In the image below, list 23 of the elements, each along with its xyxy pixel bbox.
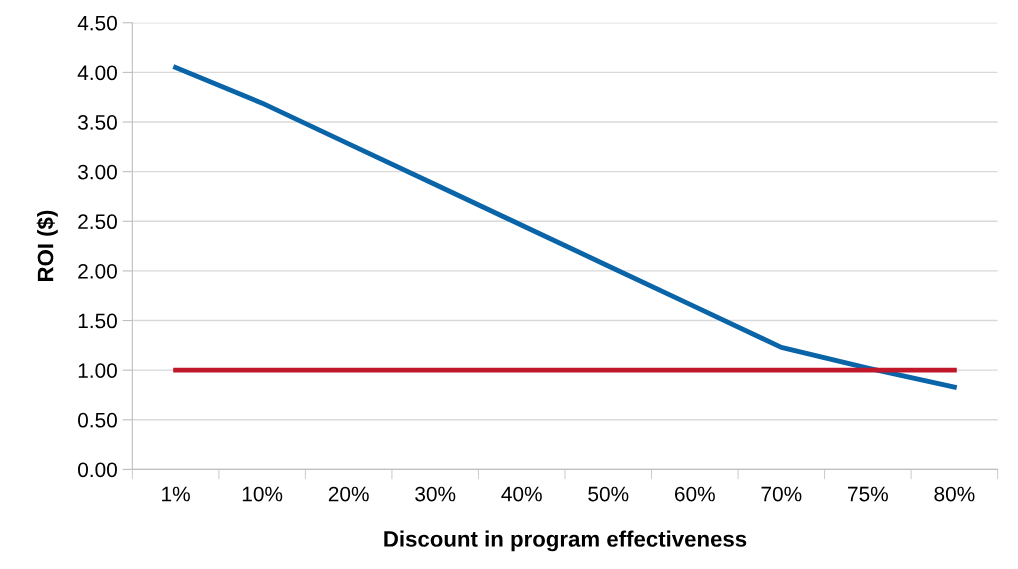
y-tick-label: 0.50 (78, 412, 117, 428)
y-tick-label: 4.00 (77, 65, 117, 81)
y-axis-title: ROI ($) (36, 210, 58, 282)
line-series (173, 65, 957, 390)
x-axis-title: Discount in program effectiveness (384, 530, 747, 552)
x-tick-label: 10% (242, 486, 283, 502)
y-tick-label: 1.50 (78, 313, 117, 329)
y-tick-label: 2.00 (78, 263, 117, 279)
x-tick-label: 1% (162, 486, 190, 502)
x-tick-label: 70% (761, 486, 802, 502)
x-tick-label: 30% (415, 486, 456, 502)
x-tick-label: 80% (934, 486, 975, 502)
y-tick-label: 2.50 (78, 214, 117, 230)
x-tick-label: 50% (588, 486, 629, 502)
x-tick-label: 40% (501, 486, 542, 502)
y-tick-label: 3.00 (78, 164, 117, 180)
y-tick-label: 4.50 (77, 15, 117, 31)
y-tick-label: 3.50 (78, 115, 117, 130)
x-tick-label: 20% (328, 486, 369, 502)
y-tick-label: 0.00 (78, 462, 117, 478)
y-tick-label: 1.00 (78, 363, 117, 378)
x-tick-label: 60% (674, 486, 715, 502)
x-tick-label: 75% (848, 486, 888, 502)
